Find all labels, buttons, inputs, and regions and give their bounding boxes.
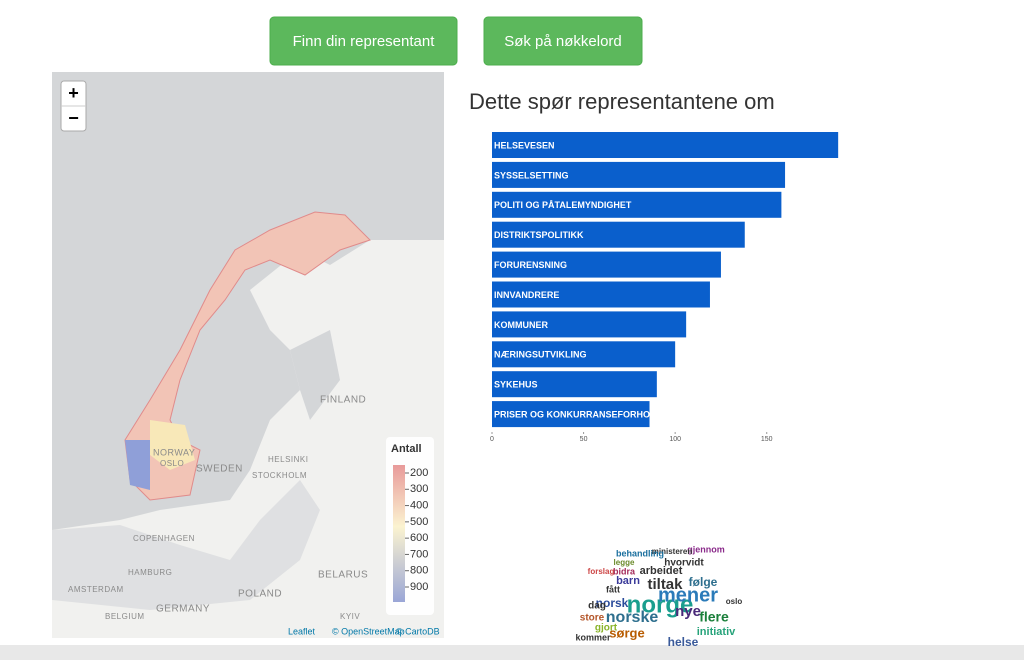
word: forslag xyxy=(588,567,615,576)
map-gulf xyxy=(290,330,340,420)
zoom-out[interactable]: − xyxy=(68,108,79,128)
bar-label: INNVANDRERE xyxy=(494,290,559,300)
legend-label: 300 xyxy=(410,483,428,495)
legend-label: 400 xyxy=(410,499,428,511)
bar-label: NÆRINGSUTVIKLING xyxy=(494,350,587,360)
word: ministeren xyxy=(652,547,693,556)
bar-label: SYSSELSETTING xyxy=(494,170,569,180)
word: norsk xyxy=(596,596,629,610)
map-label: POLAND xyxy=(238,589,282,600)
legend-label: 800 xyxy=(410,565,428,577)
word: mener xyxy=(658,584,718,606)
legend-label: 900 xyxy=(410,581,428,593)
word: følge xyxy=(689,575,718,589)
legend: Antall 200 300 400 500 600 700 800 900 xyxy=(386,437,434,615)
word: initiativ xyxy=(697,626,736,638)
button-bg xyxy=(269,16,458,66)
map-label: AMSTERDAM xyxy=(68,585,124,594)
word: legge xyxy=(614,558,635,567)
word: gjort xyxy=(595,623,618,634)
bar xyxy=(492,251,721,278)
word: behandling xyxy=(616,548,664,558)
legend-title: Antall xyxy=(391,443,422,455)
legend-label: 700 xyxy=(410,548,428,560)
word: norske xyxy=(606,609,659,626)
zoom-in[interactable]: + xyxy=(68,83,79,103)
word: oslo xyxy=(726,597,743,606)
map-label: BELGIUM xyxy=(105,612,145,621)
word-cloud-area xyxy=(545,530,775,660)
legend-label: 500 xyxy=(410,516,428,528)
bar-label: POLITI OG PÅTALEMYNDIGHET xyxy=(494,200,632,210)
bar-label: KOMMUNER xyxy=(494,320,548,330)
word: flere xyxy=(699,609,729,625)
map-label: COPENHAGEN xyxy=(133,534,195,543)
bar-label: FORURENSNING xyxy=(494,260,567,270)
word: bidra xyxy=(613,566,636,576)
button[interactable]: Finn din representant xyxy=(269,16,458,66)
word: kommer xyxy=(575,632,611,642)
word: barn xyxy=(616,575,640,587)
map-label: HAMBURG xyxy=(128,568,172,577)
bar-label: DISTRIKTSPOLITIKK xyxy=(494,230,584,240)
bar xyxy=(492,132,839,158)
legend-label: 600 xyxy=(410,532,428,544)
map-label: STOCKHOLM xyxy=(252,471,307,480)
word: helse xyxy=(668,635,699,649)
bar xyxy=(492,371,657,398)
word: norge xyxy=(627,591,694,618)
x-tick-label: 0 xyxy=(490,436,494,443)
word: sørge xyxy=(609,625,644,640)
bar xyxy=(492,221,745,248)
attribution-leaflet[interactable]: Leaflet xyxy=(288,626,316,636)
map-label: OSLO xyxy=(160,459,184,468)
word: hvorvidt xyxy=(664,558,704,569)
word: arbeidet xyxy=(640,565,683,577)
bar xyxy=(492,311,687,338)
bar xyxy=(492,191,782,218)
map-baltic xyxy=(52,480,320,610)
x-tick-label: 50 xyxy=(580,436,588,443)
zoom-control[interactable]: + − xyxy=(60,80,87,132)
legend-label: 200 xyxy=(410,467,428,479)
word: gjennom xyxy=(687,544,725,554)
attribution-osm[interactable]: © OpenStreetMap xyxy=(332,626,405,636)
button-bg xyxy=(483,16,643,66)
map-label: HELSINKI xyxy=(268,455,308,464)
word: nye xyxy=(675,603,701,620)
bar-label: PRISER OG KONKURRANSEFORHOLD xyxy=(494,409,663,419)
button-label[interactable]: Søk på nøkkelord xyxy=(504,33,622,50)
button[interactable]: Søk på nøkkelord xyxy=(483,16,643,66)
bar xyxy=(492,161,786,188)
map-label: BELARUS xyxy=(318,570,368,581)
word: dag xyxy=(588,601,606,612)
button-label[interactable]: Finn din representant xyxy=(293,33,436,50)
attribution-carto[interactable]: © CartoDB xyxy=(396,626,440,636)
bar-label: SYKEHUS xyxy=(494,380,538,390)
word: store xyxy=(580,613,605,624)
norway-east xyxy=(150,420,195,470)
norway-west xyxy=(125,440,150,490)
scrollbar xyxy=(0,645,1024,660)
x-tick-label: 100 xyxy=(669,436,681,443)
chart-title: Dette spør representantene om xyxy=(469,89,775,114)
bar xyxy=(492,341,676,368)
bar xyxy=(492,281,710,308)
map-label: SWEDEN xyxy=(196,464,243,475)
map-label: NORWAY xyxy=(153,447,195,457)
map-label: FINLAND xyxy=(320,395,366,406)
x-tick-label: 150 xyxy=(761,436,773,443)
bar-label: HELSEVESEN xyxy=(494,140,555,150)
map-label: KYIV xyxy=(340,612,360,621)
word: fått xyxy=(606,584,620,594)
bar xyxy=(492,401,650,428)
legend-gradient xyxy=(393,465,405,602)
word: tiltak xyxy=(647,576,683,593)
map-label: GERMANY xyxy=(156,604,210,615)
